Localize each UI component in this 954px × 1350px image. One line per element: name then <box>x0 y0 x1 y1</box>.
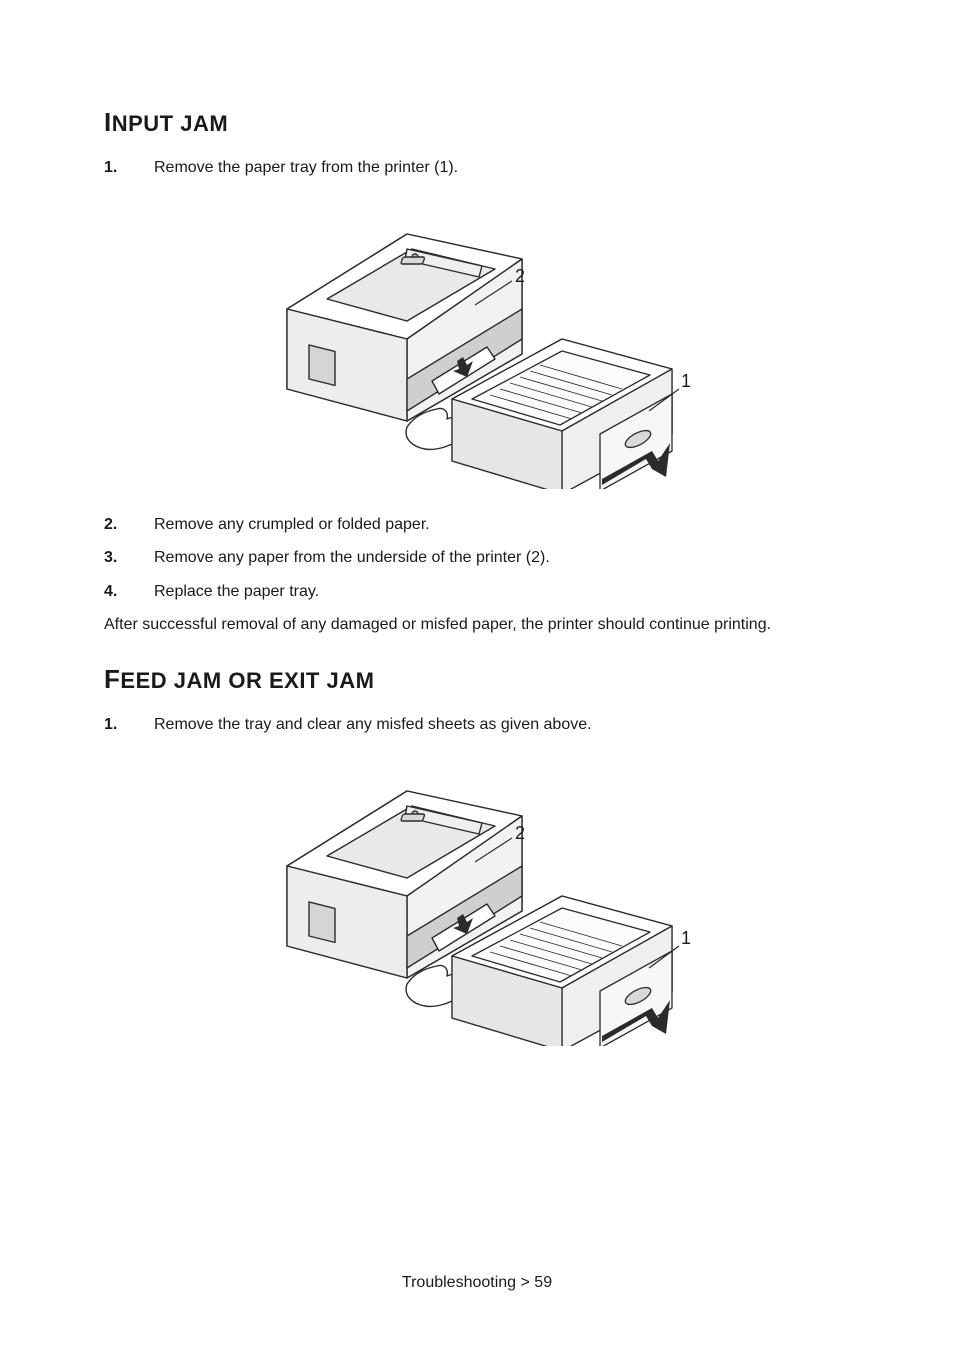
callout-1: 1 <box>681 928 691 949</box>
printer-tray-figure-2: 2 1 <box>257 746 697 1046</box>
step-text: Remove the tray and clear any misfed she… <box>154 713 592 736</box>
step-text: Replace the paper tray. <box>154 580 319 603</box>
input-jam-steps: 1. Remove the paper tray from the printe… <box>104 156 850 179</box>
heading-input-jam: INPUT JAM <box>104 107 850 138</box>
step-text: Remove any paper from the underside of t… <box>154 546 550 569</box>
page: INPUT JAM 1. Remove the paper tray from … <box>0 0 954 1350</box>
heading-cap: F <box>104 664 120 694</box>
step-number: 1. <box>104 156 154 179</box>
list-item: 1. Remove the paper tray from the printe… <box>104 156 850 179</box>
step-text: Remove the paper tray from the printer (… <box>154 156 458 179</box>
step-number: 1. <box>104 713 154 736</box>
list-item: 4. Replace the paper tray. <box>104 580 850 603</box>
figure-2-wrap: 2 1 <box>104 746 850 1046</box>
printer-tray-figure: 2 1 <box>257 189 697 489</box>
heading-feed-jam: FEED JAM OR EXIT JAM <box>104 664 850 695</box>
figure-1-wrap: 2 1 <box>104 189 850 489</box>
step-number: 3. <box>104 546 154 569</box>
step-number: 2. <box>104 513 154 536</box>
feed-jam-steps: 1. Remove the tray and clear any misfed … <box>104 713 850 736</box>
step-text: Remove any crumpled or folded paper. <box>154 513 430 536</box>
heading-cap: I <box>104 107 112 137</box>
list-item: 2. Remove any crumpled or folded paper. <box>104 513 850 536</box>
step-number: 4. <box>104 580 154 603</box>
list-item: 3. Remove any paper from the underside o… <box>104 546 850 569</box>
callout-1: 1 <box>681 371 691 392</box>
list-item: 1. Remove the tray and clear any misfed … <box>104 713 850 736</box>
callout-2: 2 <box>515 823 525 844</box>
input-jam-steps-cont: 2. Remove any crumpled or folded paper. … <box>104 513 850 603</box>
page-footer: Troubleshooting > 59 <box>0 1274 954 1292</box>
callout-2: 2 <box>515 266 525 287</box>
after-note: After successful removal of any damaged … <box>104 613 850 636</box>
